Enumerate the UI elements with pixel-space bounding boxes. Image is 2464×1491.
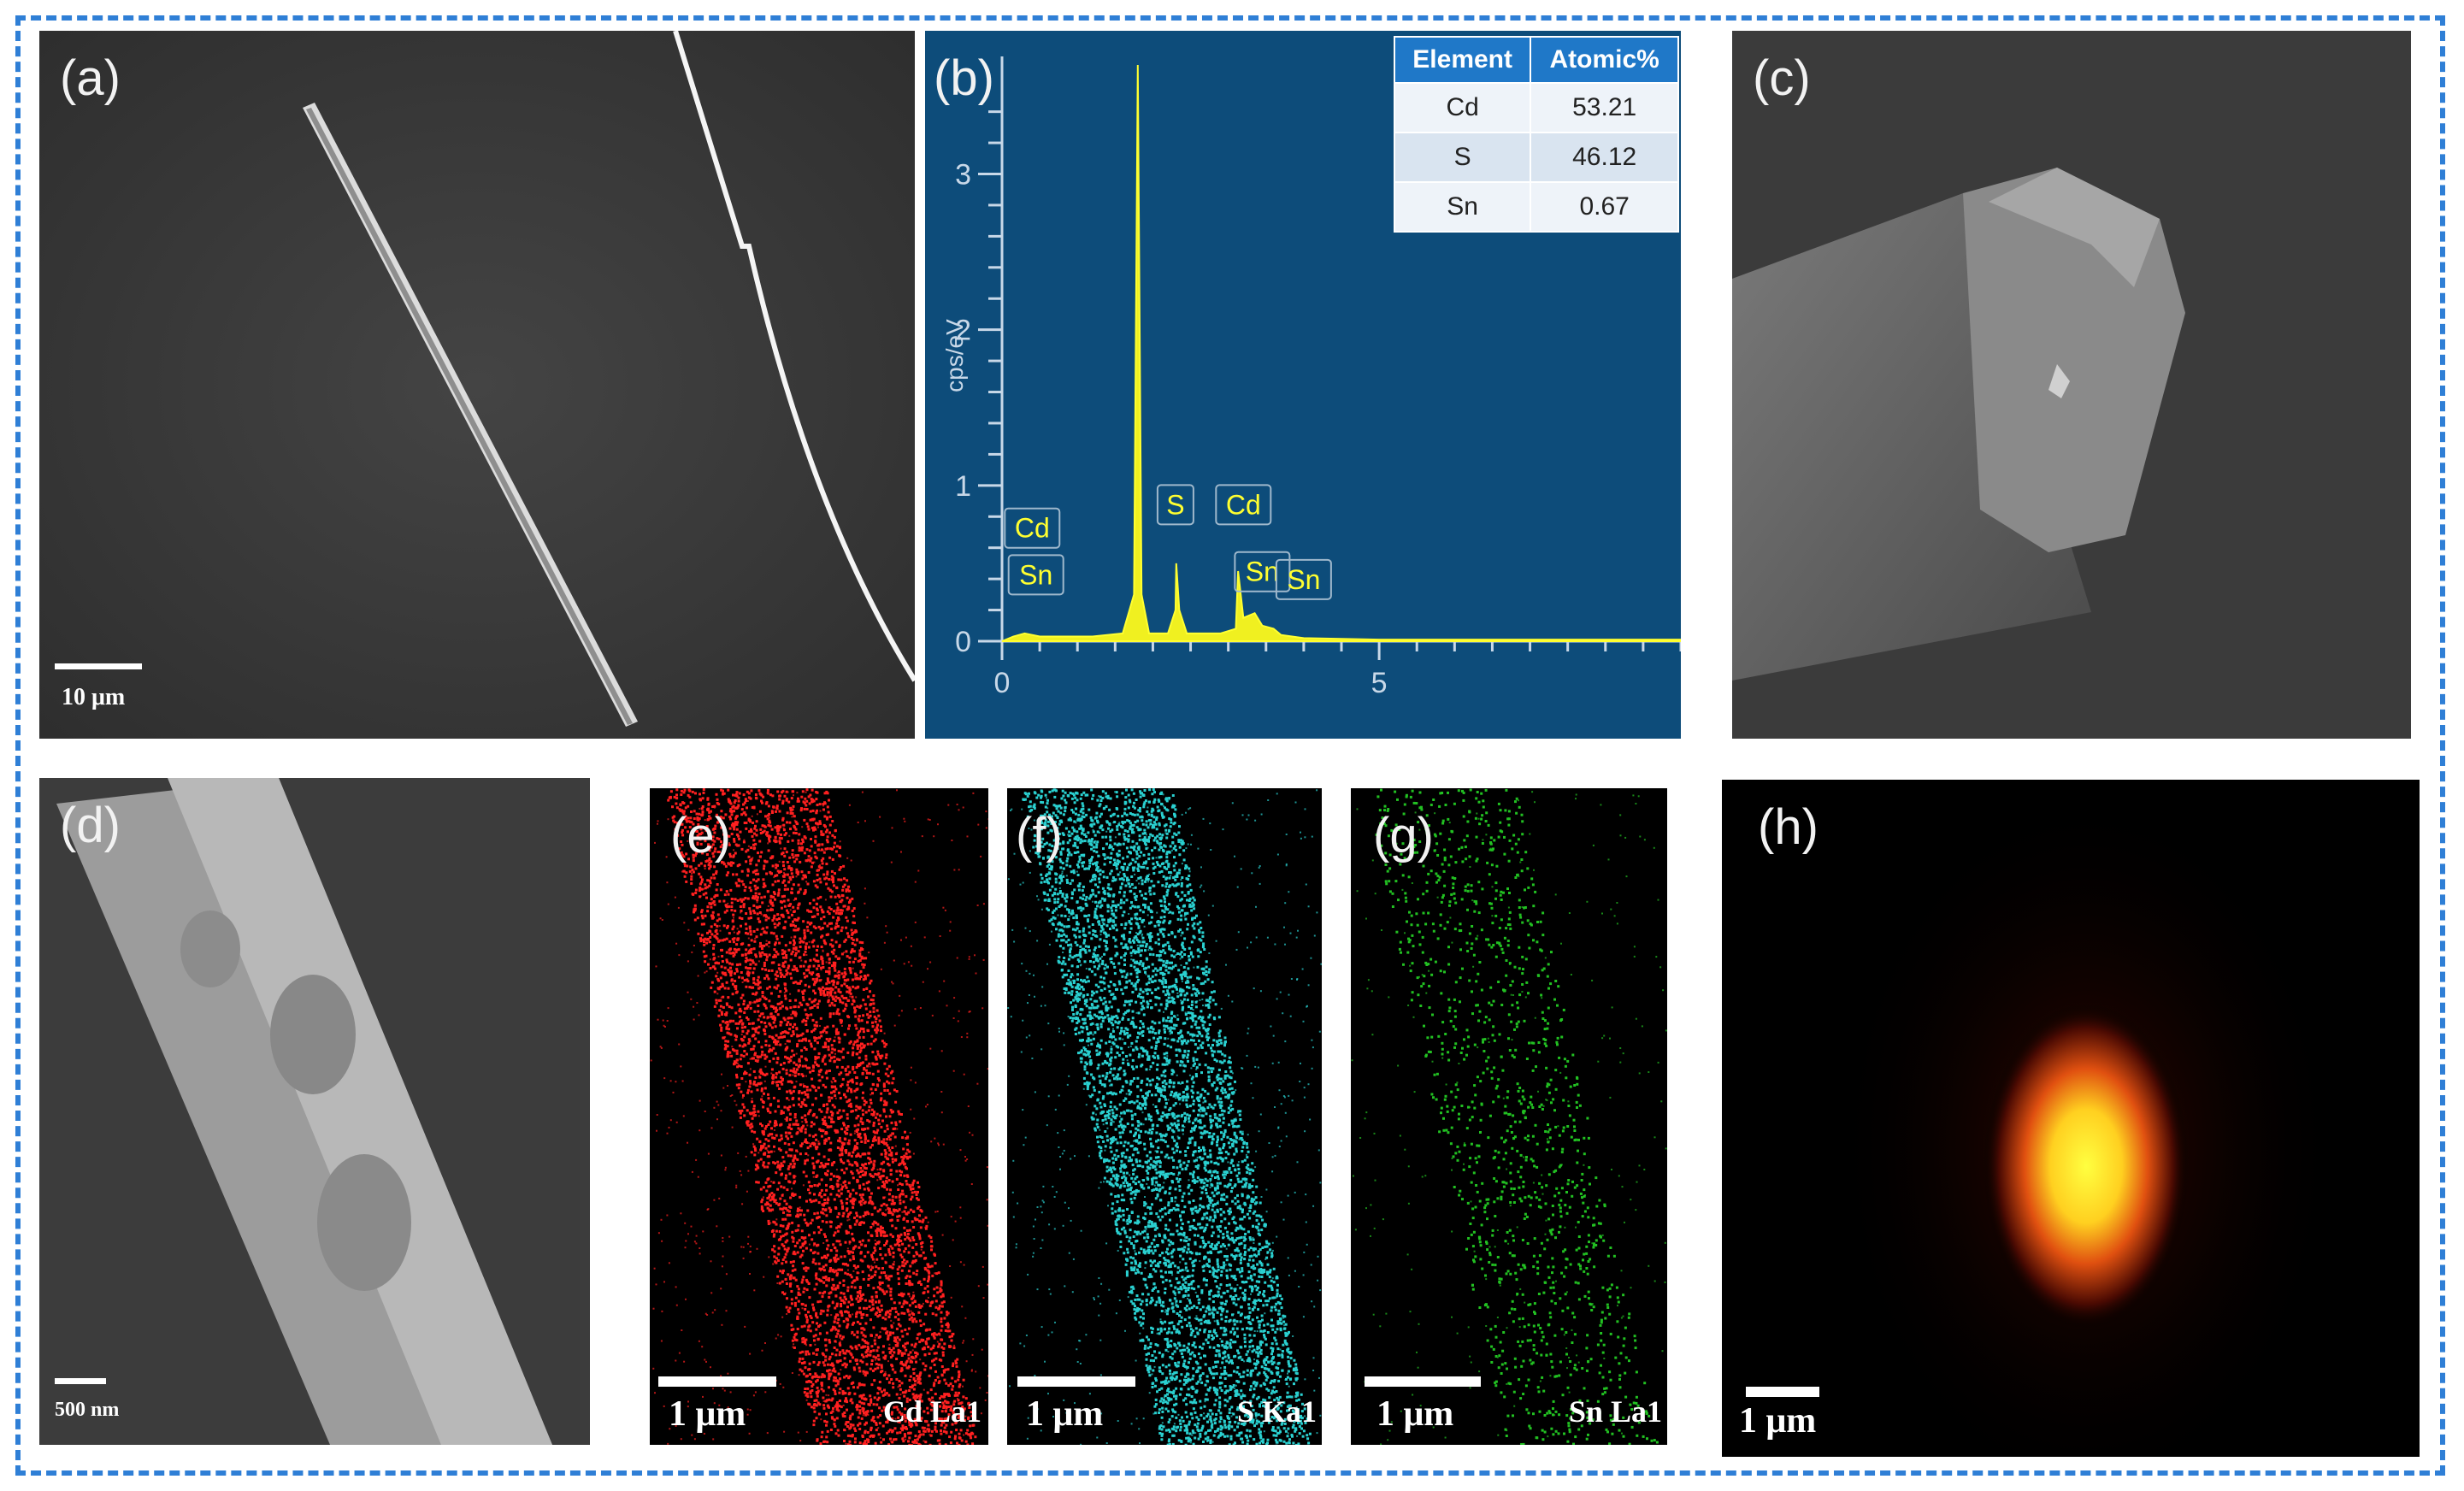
sn-element-map xyxy=(1351,788,1667,1445)
cd-element-map xyxy=(650,788,988,1445)
scale-bar xyxy=(55,1378,106,1384)
table-cell: 0.67 xyxy=(1530,181,1679,233)
peak-label: Cd xyxy=(1226,489,1261,520)
y-axis-label: cps/eV xyxy=(941,319,968,392)
emission-spot-image xyxy=(1830,788,2343,1457)
y-tick-label: 0 xyxy=(955,626,971,658)
table-row: Cd 53.21 xyxy=(1393,82,1679,133)
map-label: Cd La1 xyxy=(882,1394,981,1429)
sem-image-d xyxy=(39,778,590,1445)
scale-bar-label: 10 μm xyxy=(62,684,126,710)
panel-c-sem-cross-section: (c) xyxy=(1732,31,2411,739)
peak-label: Sn xyxy=(1019,559,1052,590)
scale-bar xyxy=(1017,1376,1135,1387)
panel-d-sem-nanowire-surface: (d) 500 nm xyxy=(39,778,590,1445)
scale-bar-label: 500 nm xyxy=(55,1399,120,1421)
dashed-frame xyxy=(15,15,2445,1476)
panel-h-label: (h) xyxy=(1758,799,1819,855)
atomic-percent-table: Element Atomic% Cd 53.21 S 46.12 Sn 0.67 xyxy=(1393,36,1679,233)
peak-label-box xyxy=(1234,551,1291,592)
peak-label-box xyxy=(1007,554,1064,596)
panel-a-sem-nanowires: (a) 10 μm xyxy=(39,31,915,739)
table-cell: Sn xyxy=(1393,181,1532,233)
peak-label: Sn xyxy=(1287,564,1320,595)
peak-label-box xyxy=(1215,484,1272,526)
sem-image-c xyxy=(1732,31,2411,739)
panel-a-label: (a) xyxy=(60,50,121,106)
table-header: Atomic% xyxy=(1530,36,1679,84)
panel-f-eds-map-s: (f) 1 μm S Ka1 xyxy=(1007,788,1322,1445)
sem-image-a xyxy=(39,31,915,739)
s-element-map xyxy=(1007,788,1322,1445)
scale-bar-label: 1 μm xyxy=(669,1394,746,1434)
table-cell: S xyxy=(1393,132,1532,183)
panel-d-label: (d) xyxy=(60,798,121,853)
peak-label: S xyxy=(1166,489,1184,520)
peak-label-box xyxy=(1004,507,1061,549)
peak-label-box xyxy=(1156,484,1194,526)
peak-label: Cd xyxy=(1015,513,1050,544)
scale-bar xyxy=(1746,1387,1819,1397)
map-label: S Ka1 xyxy=(1236,1394,1317,1429)
x-tick-label: 5 xyxy=(1371,667,1388,699)
scale-bar-label: 1 μm xyxy=(1739,1401,1817,1441)
scale-bar-label: 1 μm xyxy=(1376,1394,1454,1434)
y-tick-label: 1 xyxy=(955,470,971,503)
spectrum-series xyxy=(1001,64,1681,642)
panel-f-label: (f) xyxy=(1016,808,1063,863)
scale-bar xyxy=(658,1376,776,1387)
table-header: Element xyxy=(1393,36,1532,84)
emission-spot xyxy=(1984,1004,2189,1329)
panel-b-eds-spectrum: 0 5 0 1 2 3 cps/eV Cd Sn S Cd Sn Sn (b) Element Atom… xyxy=(925,31,1681,739)
scale-bar-label: 1 μm xyxy=(1026,1394,1104,1434)
table-row: S 46.12 xyxy=(1393,132,1679,183)
table-cell: 53.21 xyxy=(1530,82,1679,133)
table-header-row: Element Atomic% xyxy=(1393,36,1679,84)
table-row: Sn 0.67 xyxy=(1393,181,1679,233)
scale-bar xyxy=(55,663,142,669)
peak-label-box xyxy=(1275,558,1332,600)
panel-b-label: (b) xyxy=(934,50,994,106)
peak-label: Sn xyxy=(1246,557,1279,587)
table-cell: Cd xyxy=(1393,82,1532,133)
map-label: Sn La1 xyxy=(1568,1394,1662,1429)
panel-e-eds-map-cd: (e) 1 μm Cd La1 xyxy=(650,788,988,1445)
panel-h-emission-image: (h) 1 μm xyxy=(1722,780,2420,1457)
scale-bar xyxy=(1365,1376,1481,1387)
y-tick-label: 3 xyxy=(955,159,971,192)
y-tick-label: 2 xyxy=(955,315,971,347)
x-tick-label: 0 xyxy=(994,667,1011,699)
panel-g-eds-map-sn: (g) 1 μm Sn La1 xyxy=(1351,788,1667,1445)
panel-e-label: (e) xyxy=(670,808,731,863)
nanowire-edge xyxy=(673,31,915,682)
panel-c-label: (c) xyxy=(1753,50,1811,106)
table-cell: 46.12 xyxy=(1530,132,1679,183)
panel-g-label: (g) xyxy=(1373,808,1434,863)
